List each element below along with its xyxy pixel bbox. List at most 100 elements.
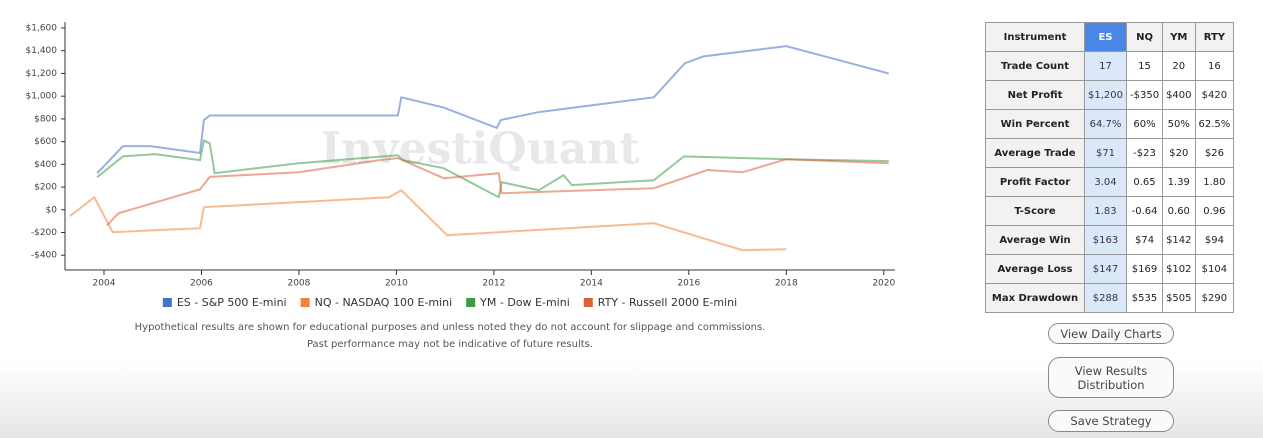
table-cell: 1.83 <box>1084 196 1127 226</box>
table-row: Max Drawdown $288 $535 $505 $290 <box>985 283 1235 313</box>
table-cell: $163 <box>1084 225 1127 255</box>
stats-table: Instrument ES NQ YM RTY Trade Count 17 15 20 16 Ne… <box>985 22 1235 313</box>
table-cell: 17 <box>1084 51 1127 81</box>
table-row: Average Trade $71 -$23 $20 $26 <box>985 138 1235 168</box>
row-label: Trade Count <box>985 51 1085 81</box>
row-label: Net Profit <box>985 80 1085 110</box>
y-tick-label: $1,600 <box>26 24 58 34</box>
header-cell: NQ <box>1125 22 1164 52</box>
series-line <box>69 188 787 252</box>
table-cell: 3.04 <box>1084 167 1127 197</box>
y-tick-label: -$400 <box>31 251 57 261</box>
table-cell: $102 <box>1162 254 1196 284</box>
legend-swatch <box>162 298 172 307</box>
button[interactable]: View Results Distribution <box>1048 357 1174 398</box>
table-cell: $147 <box>1084 254 1127 284</box>
x-tick-label: 2012 <box>482 279 505 289</box>
table-cell: $420 <box>1194 80 1235 110</box>
series-line <box>96 45 889 174</box>
table-cell: 15 <box>1125 51 1164 81</box>
table-cell: $1,200 <box>1084 80 1127 110</box>
x-tick-label: 2018 <box>775 279 798 289</box>
button[interactable]: Save Strategy <box>1048 410 1174 432</box>
table-cell: $142 <box>1162 225 1196 255</box>
table-cell: $26 <box>1194 138 1235 168</box>
table-cell: -$23 <box>1125 138 1164 168</box>
header-cell: RTY <box>1194 22 1235 52</box>
y-tick-label: $0 <box>46 205 58 215</box>
chart: InvestiQuant -$400 -$200 $0 $200 $400 $600 $800… <box>26 22 896 350</box>
table-cell: 1.80 <box>1194 167 1235 197</box>
table-cell: $169 <box>1125 254 1164 284</box>
row-label: Average Trade <box>985 138 1085 168</box>
x-tick-label: 2006 <box>190 279 213 289</box>
table-cell: 1.39 <box>1162 167 1196 197</box>
table-cell: $74 <box>1125 225 1164 255</box>
row-label: Profit Factor <box>985 167 1085 197</box>
table-cell: 0.96 <box>1194 196 1235 226</box>
x-tick-label: 2014 <box>580 279 603 289</box>
series-line <box>96 139 889 199</box>
legend-label: NQ - NASDAQ 100 E-mini <box>315 296 453 309</box>
note: Hypothetical results are shown for educa… <box>135 322 766 333</box>
table-row: Profit Factor 3.04 0.65 1.39 1.80 <box>985 167 1235 197</box>
table-cell: $71 <box>1084 138 1127 168</box>
y-tick-label: -$200 <box>31 228 57 238</box>
legend-swatch <box>300 298 310 307</box>
table-row: T-Score 1.83 -0.64 0.60 0.96 <box>985 196 1235 226</box>
table-row: Win Percent 64.7% 60% 50% 62.5% <box>985 109 1235 139</box>
table-cell: $288 <box>1084 283 1127 313</box>
x-tick-label: 2020 <box>872 279 895 289</box>
y-tick-label: $200 <box>34 183 57 193</box>
x-tick-label: 2010 <box>385 279 408 289</box>
table-cell: $505 <box>1162 283 1196 313</box>
row-label: Average Win <box>985 225 1085 255</box>
table-cell: 0.60 <box>1162 196 1196 226</box>
y-tick-label: $600 <box>34 137 57 147</box>
series-line <box>106 157 889 227</box>
legend: ES - S&P 500 E-mini NQ - NASDAQ 100 E-min… <box>162 296 737 309</box>
header-row: Instrument ES NQ YM RTY <box>985 22 1235 52</box>
x-tick-label: 2008 <box>287 279 310 289</box>
row-label: Win Percent <box>985 109 1085 139</box>
table-cell: 60% <box>1125 109 1164 139</box>
x-tick-label: 2016 <box>677 279 700 289</box>
watermark: InvestiQuant <box>320 124 640 175</box>
table-cell: 20 <box>1162 51 1196 81</box>
legend-label: YM - Dow E-mini <box>479 296 570 309</box>
table-row: Average Loss $147 $169 $102 $104 <box>985 254 1235 284</box>
table-cell: $20 <box>1162 138 1196 168</box>
table-cell: $290 <box>1194 283 1235 313</box>
legend-swatch <box>466 298 476 307</box>
header-cell: YM <box>1162 22 1196 52</box>
header-cell: Instrument <box>985 22 1085 52</box>
y-tick-label: $1,000 <box>26 92 58 102</box>
button[interactable]: View Daily Charts <box>1048 323 1174 344</box>
table-row: Trade Count 17 15 20 16 <box>985 51 1235 81</box>
table-cell: -$350 <box>1125 80 1164 110</box>
table-cell: 0.65 <box>1125 167 1164 197</box>
x-tick-label: 2004 <box>93 279 116 289</box>
y-tick-label: $800 <box>34 114 57 124</box>
table-cell: 64.7% <box>1084 109 1127 139</box>
table-cell: $94 <box>1194 225 1235 255</box>
row-label: Average Loss <box>985 254 1085 284</box>
table-row: Net Profit $1,200 -$350 $400 $420 <box>985 80 1235 110</box>
table-cell: 16 <box>1194 51 1235 81</box>
y-tick-label: $1,400 <box>26 46 58 56</box>
legend-label: RTY - Russell 2000 E-mini <box>598 296 737 309</box>
note: Past performance may not be indicative o… <box>307 339 593 350</box>
table-cell: $104 <box>1194 254 1235 284</box>
y-tick-label: $1,200 <box>26 69 58 79</box>
row-label: Max Drawdown <box>985 283 1085 313</box>
table-cell: 62.5% <box>1194 109 1235 139</box>
row-label: T-Score <box>985 196 1085 226</box>
legend-label: ES - S&P 500 E-mini <box>177 296 287 309</box>
header-cell: ES <box>1084 22 1127 52</box>
table-cell: $400 <box>1162 80 1196 110</box>
legend-swatch <box>583 298 593 307</box>
y-tick-label: $400 <box>34 160 57 170</box>
table-cell: $535 <box>1125 283 1164 313</box>
table-row: Average Win $163 $74 $142 $94 <box>985 225 1235 255</box>
